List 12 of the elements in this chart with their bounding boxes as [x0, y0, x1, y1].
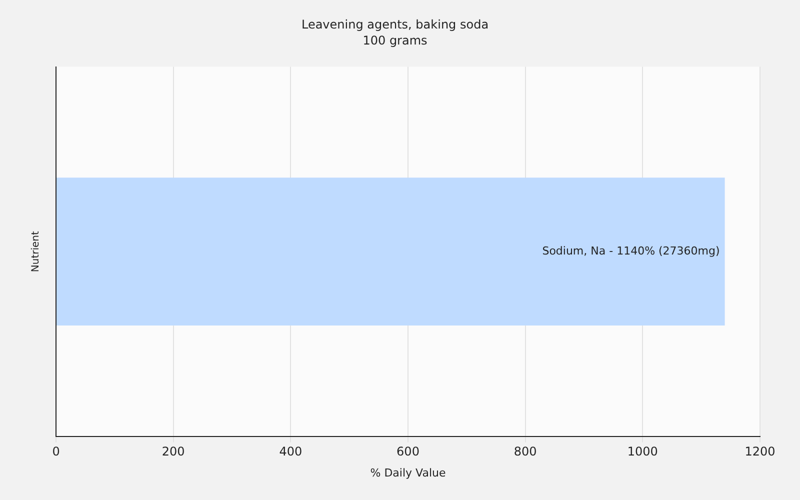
chart-title: Leavening agents, baking soda — [301, 17, 489, 32]
x-tick-label: 1000 — [627, 444, 658, 459]
x-tick-label: 0 — [52, 444, 60, 459]
annotation: Sodium, Na - 1140% (27360mg) — [542, 244, 720, 258]
x-tick-label: 800 — [514, 444, 537, 459]
chart-subtitle: 100 grams — [362, 34, 428, 48]
y-axis-title: Nutrient — [30, 231, 42, 272]
x-tick-label: 600 — [396, 444, 420, 459]
x-tick-label: 400 — [279, 444, 302, 459]
x-axis-title: % Daily Value — [370, 466, 446, 480]
x-tick-label: 1200 — [744, 444, 776, 459]
x-tick-label: 200 — [162, 444, 185, 459]
